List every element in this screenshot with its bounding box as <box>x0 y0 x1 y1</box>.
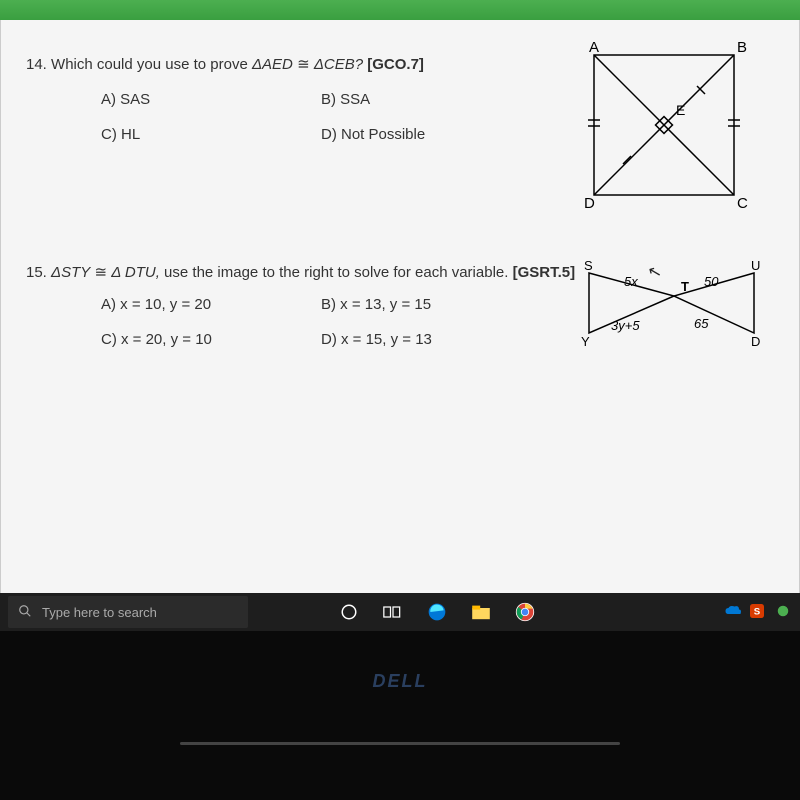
label-50: 50 <box>704 274 719 289</box>
q15-standard: [GSRT.5] <box>513 264 576 281</box>
laptop-hinge <box>180 742 620 745</box>
edge-icon[interactable] <box>426 601 448 623</box>
label-5x: 5x <box>624 274 638 289</box>
search-placeholder: Type here to search <box>42 605 157 620</box>
q15-cong: ≅ <box>94 264 107 281</box>
q15-tri1: ΔSTY <box>51 264 90 281</box>
cortana-icon[interactable] <box>338 601 360 623</box>
q14-tri2: ΔCEB? <box>314 56 363 73</box>
q15-option-a[interactable]: A) x = 10, y = 20 <box>101 296 321 313</box>
label-U: U <box>751 258 760 273</box>
onedrive-icon[interactable] <box>724 604 740 620</box>
question-14: 14. Which could you use to prove ΔAED ≅ … <box>26 55 774 143</box>
q15-diagram: S U Y D T 5x 50 3y+5 65 <box>579 258 764 358</box>
dell-logo: DELL <box>373 671 428 692</box>
svg-text:S: S <box>754 607 761 618</box>
q15-option-c[interactable]: C) x = 20, y = 10 <box>101 331 321 348</box>
browser-top-bar <box>0 0 800 20</box>
q14-option-b[interactable]: B) SSA <box>321 91 541 108</box>
chrome-icon[interactable] <box>514 601 536 623</box>
label-Y: Y <box>581 334 590 349</box>
label-T: T <box>681 279 689 294</box>
q14-diagram: A B C D E <box>579 40 749 220</box>
q14-option-a[interactable]: A) SAS <box>101 91 321 108</box>
q14-option-c[interactable]: C) HL <box>101 126 321 143</box>
q14-tri1: ΔAED <box>252 56 293 73</box>
q15-number: 15. <box>26 264 47 281</box>
taskbar-app-icons <box>338 601 536 623</box>
q14-number: 14. <box>26 56 47 73</box>
label-E: E <box>676 102 685 118</box>
label-3y5: 3y+5 <box>611 318 640 333</box>
q15-tri2: Δ DTU, <box>111 264 160 281</box>
q15-option-d[interactable]: D) x = 15, y = 13 <box>321 331 541 348</box>
worksheet-page: 14. Which could you use to prove ΔAED ≅ … <box>0 20 800 593</box>
task-view-icon[interactable] <box>382 601 404 623</box>
system-tray[interactable]: S <box>724 604 792 620</box>
q14-standard: [GCO.7] <box>367 56 424 73</box>
q14-cong: ≅ <box>297 56 310 73</box>
label-A: A <box>589 40 599 56</box>
q15-text-part: use the image to the right to solve for … <box>164 264 508 281</box>
label-65: 65 <box>694 316 709 331</box>
file-explorer-icon[interactable] <box>470 601 492 623</box>
q14-text-part: Which could you use to prove <box>51 56 248 73</box>
q15-option-b[interactable]: B) x = 13, y = 15 <box>321 296 541 313</box>
tray-app-icon[interactable]: S <box>750 604 766 620</box>
laptop-bezel: DELL <box>0 631 800 800</box>
label-C: C <box>737 195 748 212</box>
label-S: S <box>584 258 593 273</box>
label-B: B <box>737 40 747 56</box>
q14-option-d[interactable]: D) Not Possible <box>321 126 541 143</box>
label-D: D <box>751 334 760 349</box>
taskbar-search[interactable]: Type here to search <box>8 596 248 628</box>
battery-icon[interactable] <box>776 604 792 620</box>
search-icon <box>18 604 32 621</box>
windows-taskbar[interactable]: Type here to search S <box>0 593 800 631</box>
label-D: D <box>584 195 595 212</box>
